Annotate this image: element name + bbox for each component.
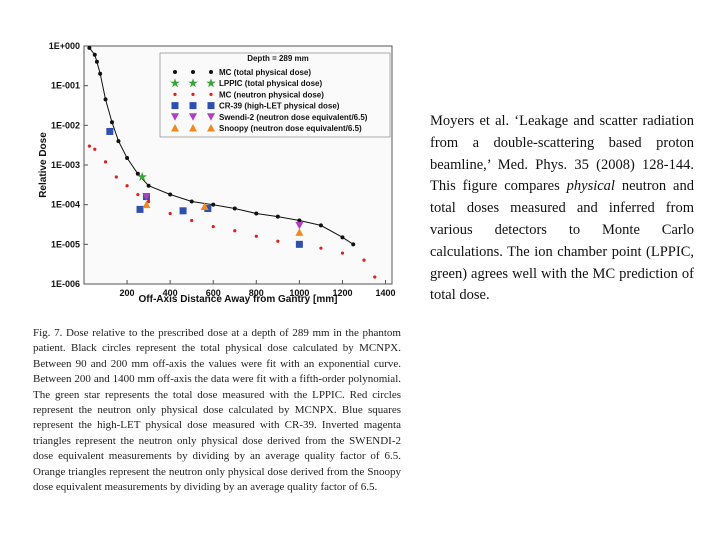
- legend-marker: [170, 78, 180, 88]
- data-point: [147, 199, 151, 204]
- data-point: [94, 59, 99, 64]
- x-tick-label: 1000: [289, 288, 309, 298]
- legend-marker: [171, 113, 179, 121]
- legend-marker: [173, 70, 177, 74]
- data-point: [87, 144, 91, 148]
- x-tick-label: 800: [249, 288, 264, 298]
- data-point: [168, 192, 173, 197]
- data-point: [254, 234, 258, 238]
- data-point: [116, 139, 121, 144]
- data-point: [319, 246, 323, 250]
- x-tick-label: 400: [163, 288, 178, 298]
- data-point: [297, 218, 302, 223]
- legend-box: [159, 52, 391, 138]
- legend-marker: [173, 92, 177, 96]
- legend-label: MC (neutron physical dose): [219, 90, 324, 99]
- x-tick-label: 200: [120, 288, 135, 298]
- x-tick-label: 600: [206, 288, 221, 298]
- legend-marker: [189, 124, 197, 132]
- data-point: [373, 275, 377, 279]
- fit-line: [89, 47, 354, 245]
- legend-marker: [207, 113, 215, 121]
- data-point: [135, 171, 140, 176]
- data-point: [137, 171, 147, 181]
- legend-label: CR-39 (high-LET physical dose): [219, 102, 340, 111]
- data-point: [106, 127, 114, 135]
- legend-label: LPPIC (total physical dose): [219, 79, 322, 88]
- chart: Depth = 289 mm Off-Axis Distance Away fr…: [38, 41, 396, 305]
- legend-marker: [206, 78, 216, 88]
- data-point: [190, 218, 194, 223]
- data-point: [103, 160, 108, 164]
- data-point: [233, 229, 237, 233]
- legend-marker: [188, 78, 198, 88]
- x-tick-label: 1400: [376, 288, 396, 298]
- data-point: [295, 228, 304, 236]
- data-point: [142, 200, 151, 209]
- data-point: [168, 211, 172, 216]
- legend-label: MC (total physical dose): [219, 68, 311, 77]
- y-tick-label: 1E-003: [51, 160, 80, 170]
- plot-frame: [83, 45, 393, 285]
- legend-marker: [191, 92, 195, 96]
- x-tick-label: 1200: [332, 288, 352, 298]
- legend-marker: [191, 70, 195, 74]
- y-tick-label: 1E-002: [51, 120, 80, 130]
- legend-marker: [171, 124, 179, 132]
- annotation: Depth = 289 mm: [247, 54, 309, 63]
- legend-marker: [207, 124, 215, 132]
- data-point: [318, 223, 323, 228]
- data-point: [340, 235, 345, 240]
- legend-label: Snoopy (neutron dose equivalent/6.5): [219, 124, 362, 133]
- x-axis-title: Off-Axis Distance Away from Gantry [mm]: [139, 294, 338, 305]
- data-point: [362, 258, 366, 262]
- y-tick-label: 1E+000: [49, 41, 80, 51]
- data-point: [93, 147, 97, 151]
- data-point: [98, 71, 103, 76]
- data-point: [142, 193, 151, 201]
- y-tick-label: 1E-006: [51, 279, 80, 289]
- data-point: [295, 221, 304, 230]
- data-point: [254, 211, 259, 216]
- emphasis: physical: [566, 178, 615, 195]
- legend-marker: [209, 70, 213, 74]
- data-point: [136, 192, 140, 197]
- data-point: [351, 242, 356, 247]
- data-point: [87, 45, 92, 50]
- data-point: [125, 156, 130, 161]
- data-point: [276, 239, 280, 243]
- legend-label: Swendi-2 (neutron dose equivalent/6.5): [219, 113, 368, 122]
- y-tick-label: 1E-004: [51, 200, 80, 210]
- data-point: [110, 120, 114, 125]
- data-point: [211, 202, 216, 207]
- data-point: [92, 52, 97, 57]
- y-tick-label: 1E-001: [51, 81, 80, 91]
- legend-marker: [189, 102, 197, 110]
- legend-marker: [207, 102, 215, 110]
- y-tick-label: 1E-005: [51, 239, 80, 249]
- data-point: [136, 205, 144, 213]
- data-point: [200, 202, 209, 210]
- description: Moyers et al. ‘Leakage and scatter radia…: [430, 111, 694, 307]
- text: neutron and total doses measured and inf…: [430, 178, 694, 304]
- figure-caption: Fig. 7. Dose relative to the prescribed …: [33, 327, 401, 494]
- data-point: [179, 207, 187, 215]
- data-point: [211, 224, 215, 229]
- data-point: [340, 251, 345, 255]
- y-axis-title: Relative Dose: [38, 132, 49, 198]
- data-point: [295, 240, 303, 248]
- data-point: [114, 175, 118, 179]
- data-point: [189, 199, 194, 204]
- legend-marker: [209, 92, 213, 96]
- data-point: [146, 183, 151, 188]
- legend-marker: [189, 113, 197, 121]
- text: Moyers et al. ‘Leakage and scatter radia…: [430, 113, 694, 195]
- data-point: [232, 206, 237, 211]
- legend-marker: [171, 102, 179, 110]
- data-point: [103, 97, 108, 102]
- data-point: [204, 205, 212, 213]
- data-point: [275, 214, 280, 219]
- data-point: [125, 184, 129, 188]
